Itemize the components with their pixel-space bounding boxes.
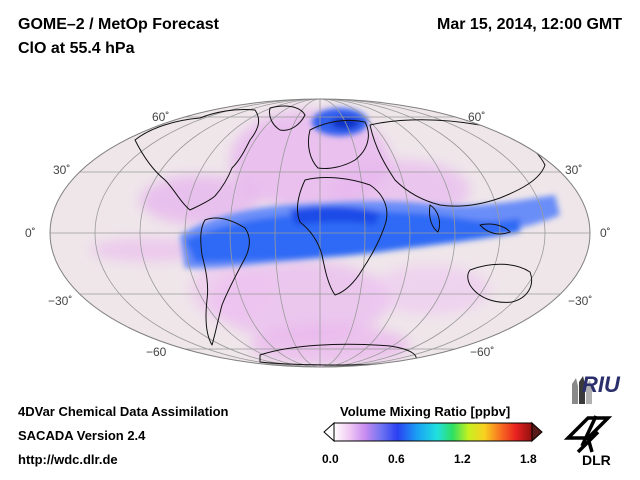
lat-label-right-30: 30˚ xyxy=(565,163,583,177)
lat-label-right-m60: −60˚ xyxy=(470,345,495,359)
riu-logo-icon xyxy=(572,376,592,404)
colorbar xyxy=(323,421,543,443)
lat-label-left-m30: −30˚ xyxy=(48,294,73,308)
lat-label-left-30: 30˚ xyxy=(53,163,71,177)
footer-line1: 4DVar Chemical Data Assimilation xyxy=(18,404,229,419)
datetime: Mar 15, 2014, 12:00 GMT xyxy=(437,16,622,33)
lat-label-left-m60: −60 xyxy=(146,345,167,359)
title-line2: ClO at 55.4 hPa xyxy=(18,40,135,57)
footer-line2: SACADA Version 2.4 xyxy=(18,428,146,443)
lat-label-right-0: 0˚ xyxy=(600,226,611,240)
title-line1: GOME–2 / MetOp Forecast xyxy=(18,16,219,33)
colorbar-tick-1: 0.6 xyxy=(388,452,405,466)
colorbar-max-arrow xyxy=(531,421,543,443)
riu-logo-text: RIU xyxy=(582,372,620,397)
coastlines xyxy=(134,105,546,366)
footer-line3: http://wdc.dlr.de xyxy=(18,452,118,467)
dlr-logo-icon xyxy=(563,415,613,454)
lat-label-right-m30: −30˚ xyxy=(568,294,593,308)
colorbar-tick-3: 1.8 xyxy=(520,452,537,466)
colorbar-gradient xyxy=(333,422,533,442)
colorbar-label: Volume Mixing Ratio [ppbv] xyxy=(340,404,511,419)
lat-label-right-60: 60˚ xyxy=(468,110,486,124)
colorbar-min-arrow xyxy=(323,421,335,443)
colorbar-tick-0: 0.0 xyxy=(322,452,339,466)
colorbar-tick-2: 1.2 xyxy=(454,452,471,466)
lat-label-left-0: 0˚ xyxy=(25,226,36,240)
graticule xyxy=(50,99,590,367)
dlr-logo-text: DLR xyxy=(582,452,611,468)
globe-outline xyxy=(49,98,591,368)
lat-label-left-60: 60˚ xyxy=(152,110,170,124)
